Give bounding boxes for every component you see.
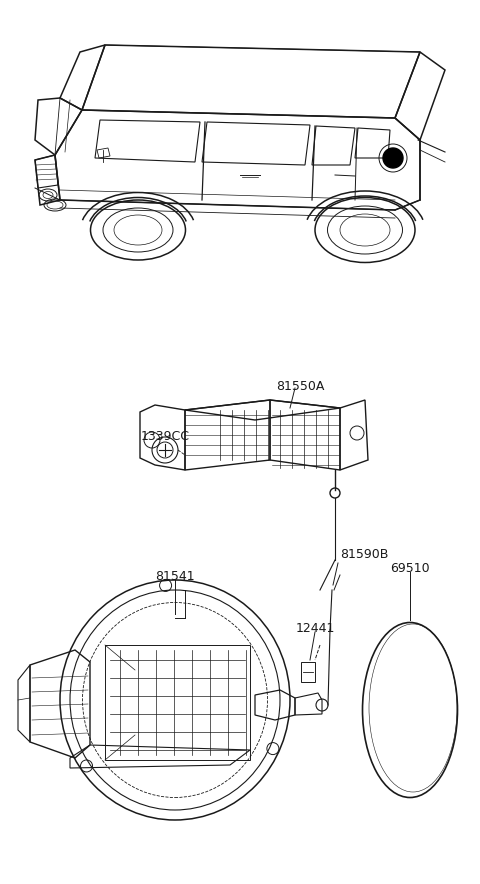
- Text: 69510: 69510: [390, 562, 430, 575]
- Text: 81541: 81541: [155, 570, 195, 583]
- Text: 1339CC: 1339CC: [141, 430, 190, 443]
- Text: 12441: 12441: [295, 622, 335, 635]
- Circle shape: [383, 148, 403, 168]
- Text: 81550A: 81550A: [276, 380, 324, 393]
- Text: 81590B: 81590B: [340, 548, 388, 561]
